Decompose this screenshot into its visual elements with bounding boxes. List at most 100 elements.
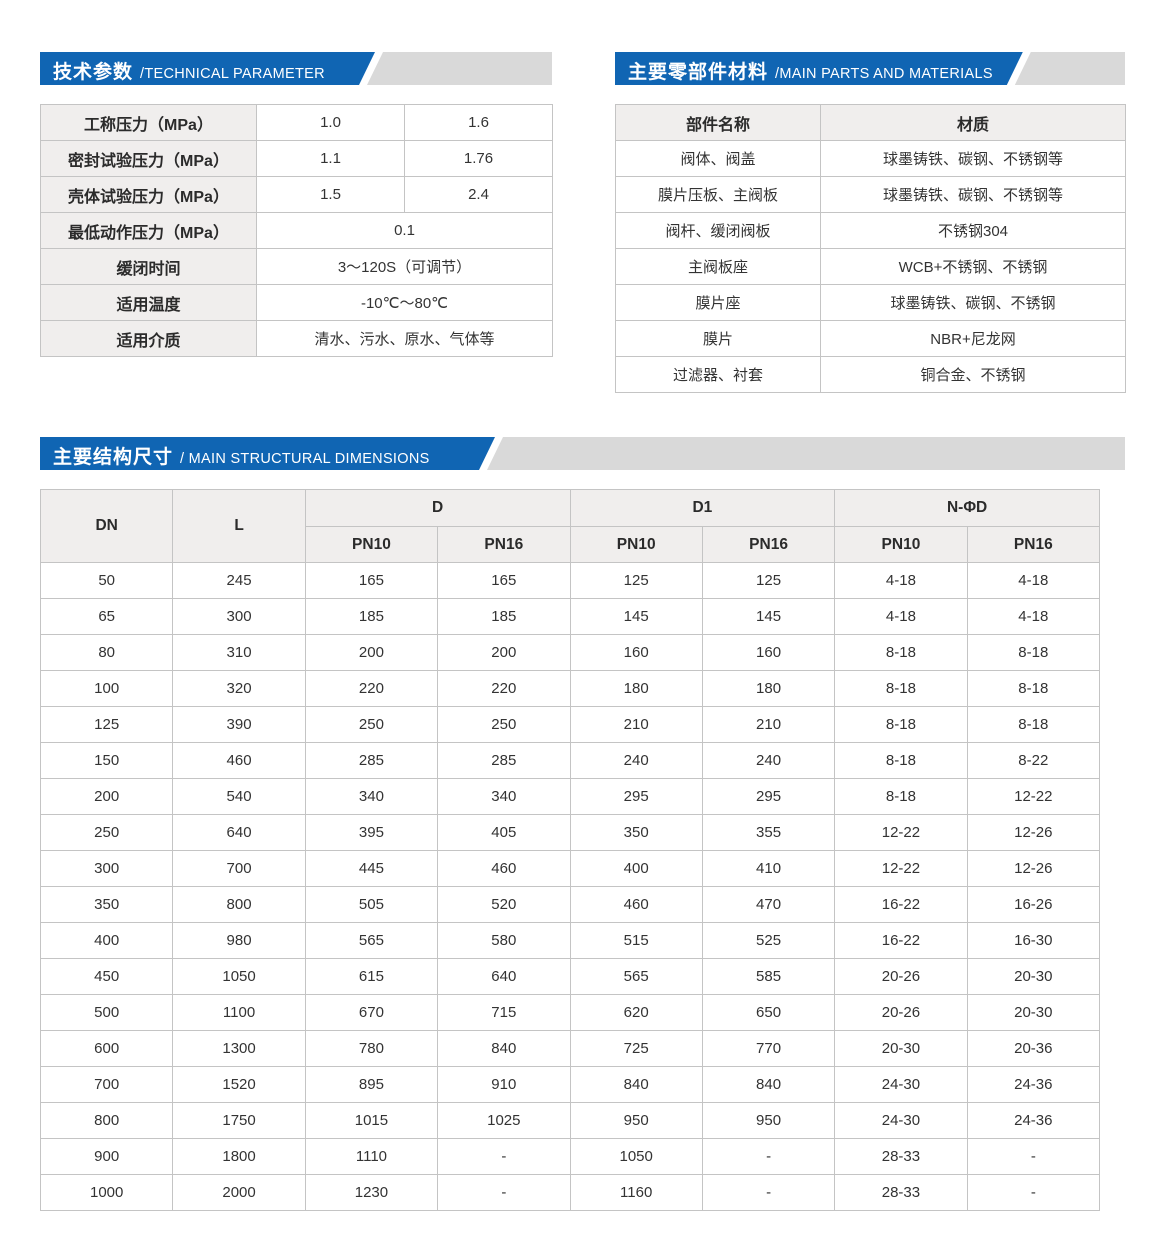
dimension-cell: 565 [569, 958, 703, 995]
dimensions-row: 450 1050 615 640 565 585 20-26 20-30 [39, 958, 1101, 995]
dimension-cell: 355 [701, 814, 836, 851]
dimensions-row: 500 1100 670 715 620 650 20-26 20-30 [39, 994, 1101, 1031]
materials-row: 过滤器、衬套 铜合金、不锈钢 [615, 356, 1126, 393]
dimension-cell: 400 [39, 922, 174, 959]
materials-section: 主要零部件材料 /MAIN PARTS AND MATERIALS 部件名称 材… [615, 52, 1126, 393]
dimension-cell: 910 [437, 1066, 571, 1103]
dimension-cell: 460 [569, 886, 703, 923]
param-value-cell: 2.4 [404, 176, 553, 213]
dimensions-header-row-2: PN10 PN16 PN10 PN16 PN10 PN16 [41, 526, 1101, 563]
dimensions-row: 300 700 445 460 400 410 12-22 12-26 [39, 850, 1101, 887]
technical-row: 壳体试验压力（MPa） 1.5 2.4 [40, 176, 553, 213]
technical-title-zh: 技术参数 [53, 62, 134, 83]
dimension-cell: 16-22 [834, 922, 968, 959]
dimension-cell: 240 [701, 742, 836, 779]
dimension-cell: 1230 [304, 1174, 439, 1211]
dimension-cell: 4-18 [966, 598, 1101, 635]
param-label-cell: 密封试验压力（MPa） [40, 140, 257, 177]
dimensions-row: 600 1300 780 840 725 770 20-30 20-36 [39, 1030, 1101, 1067]
material-part-cell: 膜片座 [615, 284, 821, 321]
dimension-cell: 980 [172, 922, 306, 959]
dimension-cell: 165 [437, 562, 571, 599]
material-part-cell: 膜片压板、主阀板 [615, 176, 821, 213]
dimensions-header-row-1: DN L D D1 N-ΦD [39, 489, 1100, 563]
dimension-cell: 4-18 [834, 598, 968, 635]
param-label-cell: 最低动作压力（MPa） [40, 212, 257, 249]
dimension-cell: - [966, 1138, 1101, 1175]
dimension-cell: 125 [39, 706, 174, 743]
dimension-cell: 1025 [437, 1102, 571, 1139]
dimension-cell: 505 [304, 886, 439, 923]
technical-banner-blue: 技术参数 /TECHNICAL PARAMETER [40, 52, 375, 85]
dimension-cell: 405 [437, 814, 571, 851]
dimension-cell: 1050 [172, 958, 306, 995]
technical-title-en: /TECHNICAL PARAMETER [140, 66, 325, 82]
dimension-cell: 8-18 [966, 634, 1101, 671]
dimension-cell: 320 [172, 670, 306, 707]
dimension-cell: 16-26 [966, 886, 1101, 923]
dimension-cell: 2000 [172, 1174, 306, 1211]
materials-header-row: 部件名称 材质 [615, 104, 1126, 141]
dimension-cell: 460 [172, 742, 306, 779]
dimension-cell: 20-26 [834, 994, 968, 1031]
param-label-cell: 工称压力（MPa） [40, 104, 257, 141]
dimension-cell: 12-22 [966, 778, 1101, 815]
dimension-cell: 220 [304, 670, 439, 707]
param-label-cell: 缓闭时间 [40, 248, 257, 285]
dimension-cell: - [437, 1138, 571, 1175]
dimension-cell: 250 [437, 706, 571, 743]
dimensions-row: 350 800 505 520 460 470 16-22 16-26 [39, 886, 1101, 923]
dimensions-title-zh: 主要结构尺寸 [53, 447, 174, 468]
dimension-cell: 670 [304, 994, 439, 1031]
dimension-cell: 350 [569, 814, 703, 851]
dimension-cell: 700 [172, 850, 306, 887]
dim-subheader-pn10: PN10 [569, 526, 703, 563]
dimension-cell: 80 [39, 634, 174, 671]
dimension-cell: 8-18 [966, 706, 1101, 743]
dimensions-title-en: / MAIN STRUCTURAL DIMENSIONS [180, 451, 430, 467]
material-part-cell: 阀杆、缓闭阀板 [615, 212, 821, 249]
dimension-cell: 1300 [172, 1030, 306, 1067]
dimension-cell: 20-36 [966, 1030, 1101, 1067]
dimension-cell: 295 [569, 778, 703, 815]
technical-row: 最低动作压力（MPa） 0.1 [40, 212, 553, 249]
dimension-cell: 840 [569, 1066, 703, 1103]
dim-header-d1: D1 [569, 489, 836, 527]
material-part-cell: 阀体、阀盖 [615, 140, 821, 177]
dimension-cell: - [437, 1174, 571, 1211]
materials-row: 阀杆、缓闭阀板 不锈钢304 [615, 212, 1126, 249]
param-value-cell: 3～120S（可调节） [256, 248, 553, 285]
dimension-cell: 200 [39, 778, 174, 815]
material-value-cell: 球墨铸铁、碳钢、不锈钢 [820, 284, 1126, 321]
dimension-cell: 8-18 [834, 778, 968, 815]
dimension-cell: 340 [304, 778, 439, 815]
materials-table: 部件名称 材质 阀体、阀盖 球墨铸铁、碳钢、不锈钢等 膜片压板、主阀板球墨铸铁、碳钢… [615, 104, 1126, 393]
dimension-cell: 615 [304, 958, 439, 995]
dimensions-row: 80 310 200 200 160 160 8-18 8-18 [39, 634, 1101, 671]
dimension-cell: 520 [437, 886, 571, 923]
dimension-cell: 310 [172, 634, 306, 671]
dimension-cell: 1750 [172, 1102, 306, 1139]
dimension-cell: 895 [304, 1066, 439, 1103]
dimension-cell: 4-18 [966, 562, 1101, 599]
dimension-cell: 220 [437, 670, 571, 707]
materials-row: 主阀板座 WCB+不锈钢、不锈钢 [615, 248, 1126, 285]
param-label-cell: 壳体试验压力（MPa） [40, 176, 257, 213]
dimension-cell: 100 [39, 670, 174, 707]
material-value-cell: NBR+尼龙网 [820, 320, 1126, 357]
dimension-cell: 8-18 [834, 670, 968, 707]
material-value-cell: 球墨铸铁、碳钢、不锈钢等 [820, 140, 1126, 177]
dim-subheader-pn16: PN16 [966, 526, 1101, 563]
dimensions-row: 50 245 165 165 125 125 4-18 4-18 [39, 562, 1101, 599]
dimension-cell: - [966, 1174, 1101, 1211]
technical-row: 密封试验压力（MPa） 1.1 1.76 [40, 140, 553, 177]
material-part-cell: 过滤器、衬套 [615, 356, 821, 393]
dim-header-nfd: N-ΦD [834, 489, 1100, 527]
dimensions-row: 700 1520 895 910 840 840 24-30 24-36 [39, 1066, 1101, 1103]
dimension-cell: 1000 [39, 1174, 174, 1211]
dim-subheader-pn10: PN10 [834, 526, 968, 563]
technical-section: 技术参数 /TECHNICAL PARAMETER 工称压力（MPa） 1.0 1.… [40, 52, 553, 393]
dimensions-banner-tail [487, 437, 1125, 470]
dimension-cell: 800 [39, 1102, 174, 1139]
technical-table: 工称压力（MPa） 1.0 1.6 密封试验压力（MPa） 1.1 1.76 壳体试验压力（… [40, 104, 553, 357]
